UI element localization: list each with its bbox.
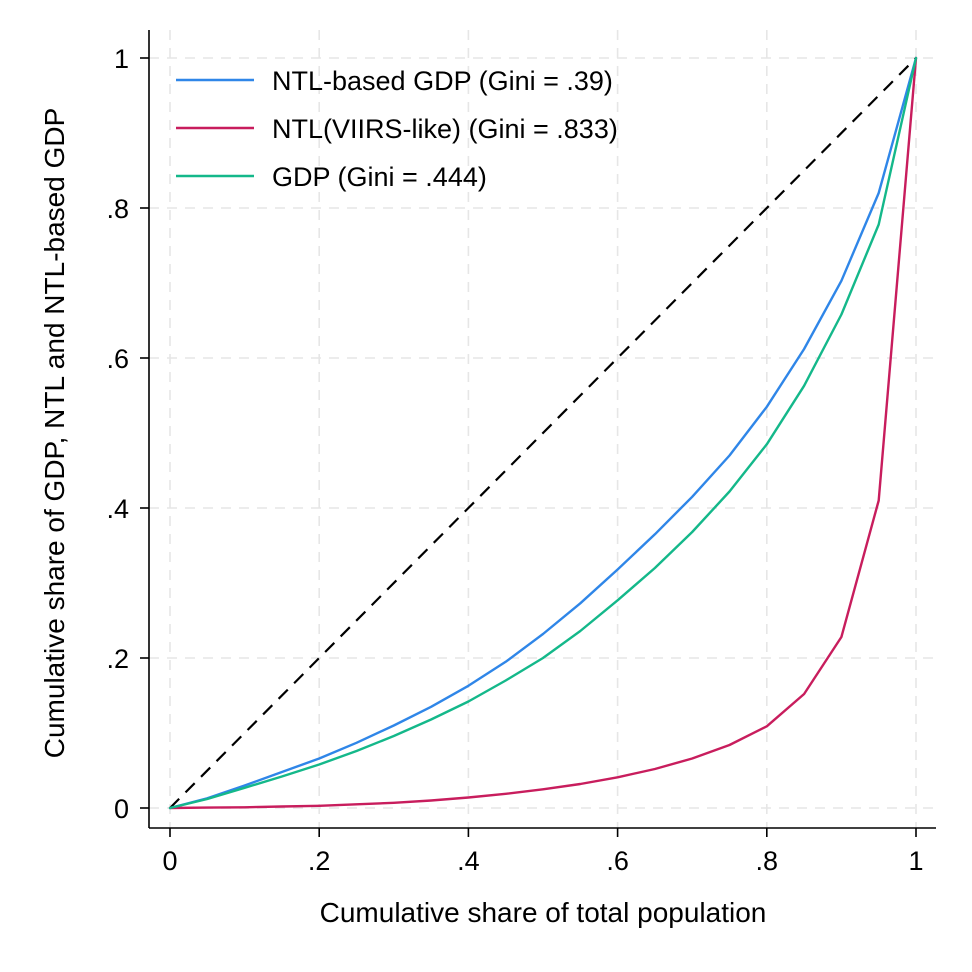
y-tick-label: .8 [106, 194, 129, 224]
x-tick-label: .8 [756, 846, 779, 876]
x-tick-label: .4 [457, 846, 480, 876]
x-tick-label: .6 [606, 846, 629, 876]
series-line-1 [168, 56, 918, 810]
y-tick-label: .6 [106, 344, 129, 374]
x-axis-title: Cumulative share of total population [320, 897, 767, 928]
series-line-3 [168, 56, 918, 810]
reference-layer [169, 57, 917, 809]
y-tick-label: 1 [114, 44, 129, 74]
legend: NTL-based GDP (Gini = .39) NTL(VIIRS-like… [176, 66, 618, 192]
series-line-2 [168, 56, 918, 810]
axes-layer: 0 .2 .4 .6 .8 1 0 .2 .4 .6 .8 1 [106, 30, 936, 876]
x-tick-label: 1 [908, 846, 923, 876]
series-layer [168, 56, 918, 810]
legend-label: NTL-based GDP (Gini = .39) [272, 66, 613, 96]
y-tick-label: .2 [106, 644, 129, 674]
legend-label: NTL(VIIRS-like) (Gini = .833) [272, 114, 618, 144]
x-tick-label: .2 [308, 846, 331, 876]
y-tick-label: 0 [114, 794, 129, 824]
grid-layer [149, 30, 936, 828]
y-tick-label: .4 [106, 494, 129, 524]
equality-diagonal-line [169, 57, 917, 809]
x-tick-label: 0 [162, 846, 177, 876]
y-axis-title: Cumulative share of GDP, NTL and NTL-bas… [39, 108, 70, 759]
legend-label: GDP (Gini = .444) [272, 162, 487, 192]
